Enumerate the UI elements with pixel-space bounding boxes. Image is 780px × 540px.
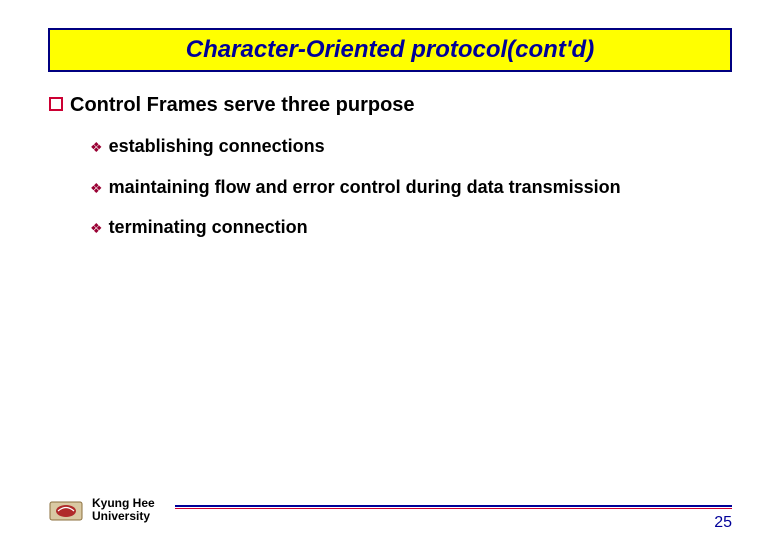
title-bar: Character-Oriented protocol(cont'd)	[48, 28, 732, 72]
uni-line2: University	[92, 510, 155, 523]
sub-bullet-item: ❖ establishing connections	[90, 135, 672, 158]
sub-bullet-item: ❖ terminating connection	[90, 216, 672, 239]
sub-bullet-text: maintaining flow and error control durin…	[109, 176, 621, 199]
university-name: Kyung Hee University	[92, 497, 155, 523]
sub-bullet-text: terminating connection	[109, 216, 308, 239]
square-bullet-icon	[48, 96, 64, 112]
main-bullet-item: Control Frames serve three purpose	[48, 94, 732, 117]
main-bullet-text: Control Frames serve three purpose	[70, 94, 415, 117]
diamond-bullet-icon: ❖	[90, 180, 103, 197]
diamond-bullet-icon: ❖	[90, 220, 103, 237]
sub-bullet-item: ❖ maintaining flow and error control dur…	[90, 176, 672, 199]
diamond-bullet-icon: ❖	[90, 139, 103, 156]
slide-container: Character-Oriented protocol(cont'd) Cont…	[0, 0, 780, 540]
page-number: 25	[714, 514, 732, 532]
footer-divider	[175, 505, 732, 509]
footer: Kyung Hee University	[48, 496, 732, 524]
slide-title: Character-Oriented protocol(cont'd)	[60, 36, 720, 64]
university-logo-icon	[48, 496, 84, 524]
sub-bullet-text: establishing connections	[109, 135, 325, 158]
